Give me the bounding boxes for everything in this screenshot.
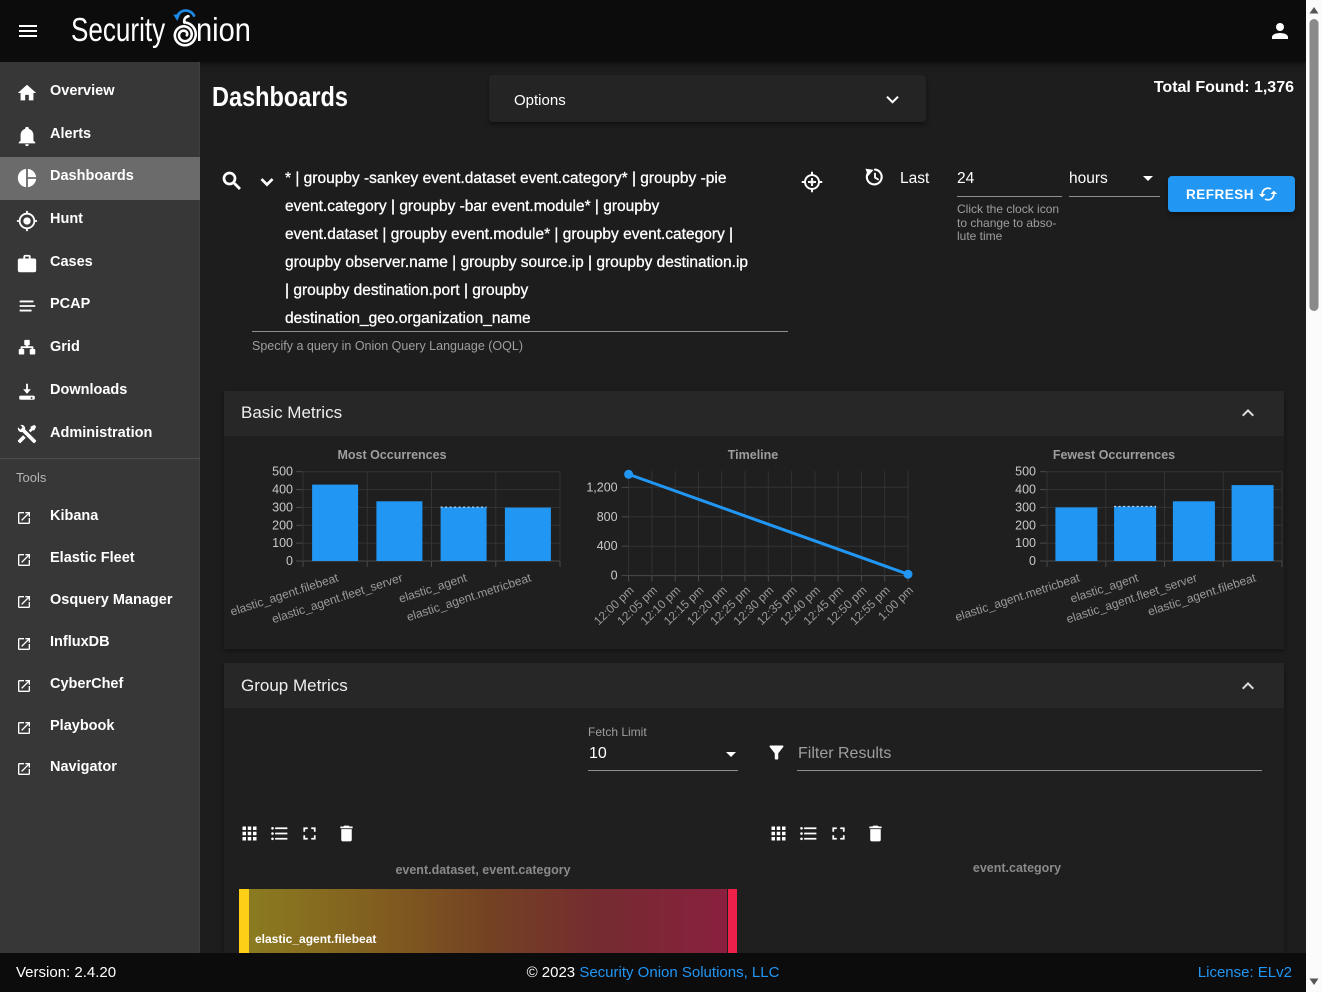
- svg-text:400: 400: [597, 539, 618, 553]
- svg-text:Most Occurrences: Most Occurrences: [337, 448, 446, 462]
- svg-text:500: 500: [1015, 465, 1036, 479]
- svg-text:300: 300: [272, 500, 293, 514]
- svg-text:800: 800: [597, 510, 618, 524]
- svg-text:100: 100: [1015, 536, 1036, 550]
- svg-text:0: 0: [286, 554, 293, 568]
- svg-text:1,200: 1,200: [586, 480, 617, 494]
- svg-text:Timeline: Timeline: [728, 448, 779, 462]
- svg-text:Fewest Occurrences: Fewest Occurrences: [1053, 448, 1175, 462]
- svg-text:300: 300: [1015, 500, 1036, 514]
- svg-text:elastic_agent.metricbeat: elastic_agent.metricbeat: [953, 570, 1082, 624]
- svg-text:400: 400: [1015, 483, 1036, 497]
- svg-text:100: 100: [272, 536, 293, 550]
- svg-text:0: 0: [611, 569, 618, 583]
- svg-text:200: 200: [1015, 518, 1036, 532]
- svg-text:200: 200: [272, 518, 293, 532]
- svg-text:400: 400: [272, 483, 293, 497]
- svg-text:0: 0: [1029, 554, 1036, 568]
- svg-text:500: 500: [272, 465, 293, 479]
